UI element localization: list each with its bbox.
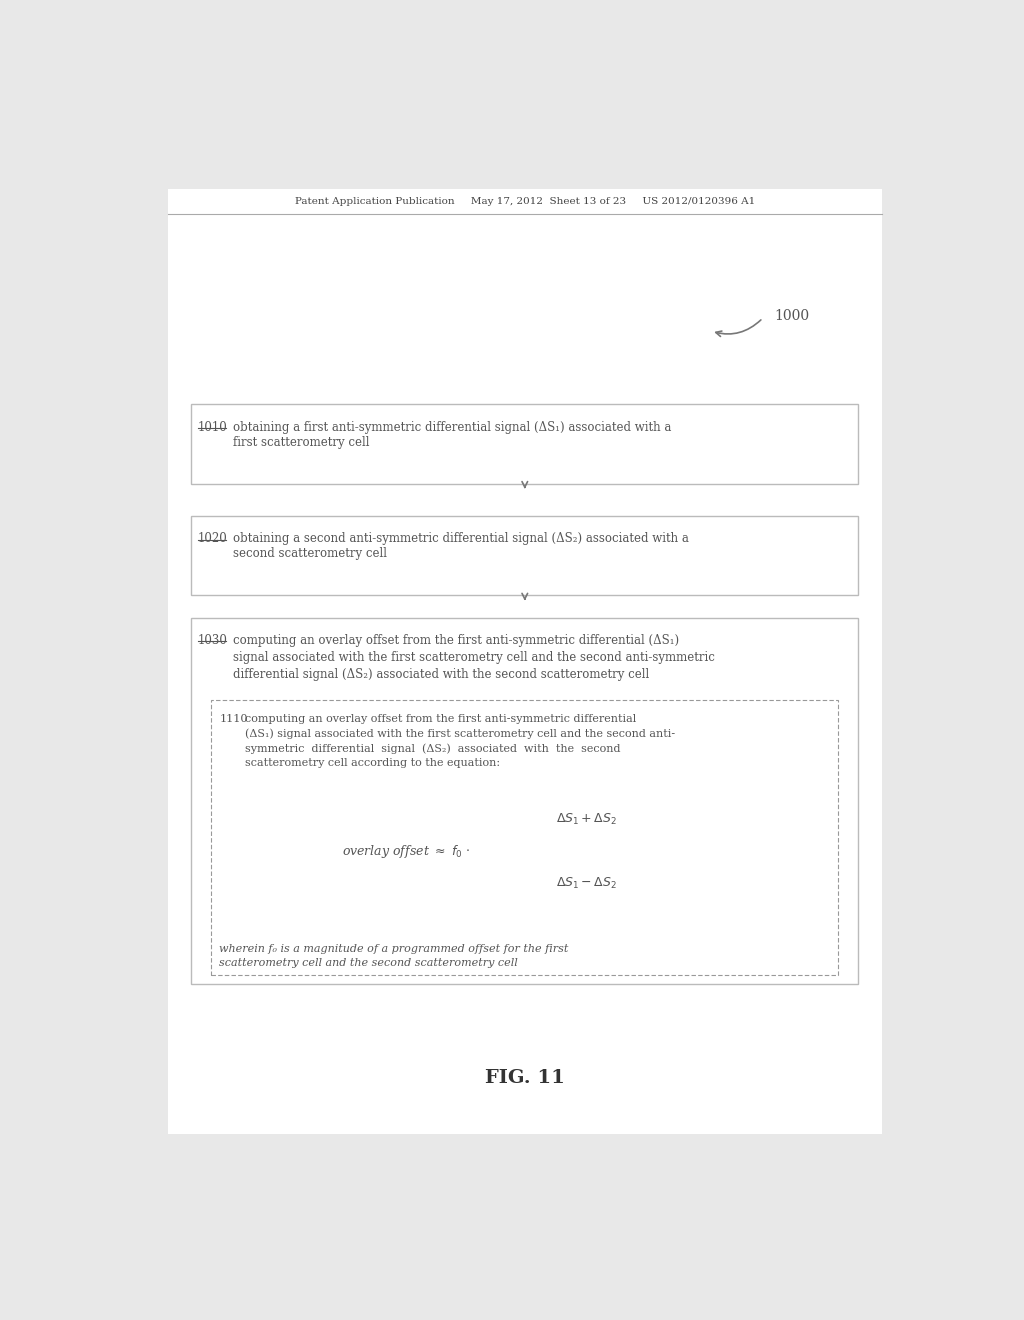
Text: 1000: 1000 — [775, 309, 810, 323]
FancyBboxPatch shape — [211, 700, 839, 974]
Text: computing an overlay offset from the first anti-symmetric differential
(ΔS₁) sig: computing an overlay offset from the fir… — [246, 714, 676, 768]
FancyBboxPatch shape — [168, 189, 882, 1134]
FancyBboxPatch shape — [191, 404, 858, 483]
Text: 1020: 1020 — [198, 532, 227, 545]
Text: FIG. 11: FIG. 11 — [484, 1069, 565, 1088]
Text: 1010: 1010 — [198, 421, 227, 434]
Text: obtaining a first anti-symmetric differential signal (ΔS₁) associated with a
fir: obtaining a first anti-symmetric differe… — [232, 421, 671, 449]
Text: computing an overlay offset from the first anti-symmetric differential (ΔS₁)
sig: computing an overlay offset from the fir… — [232, 634, 715, 681]
FancyBboxPatch shape — [191, 516, 858, 595]
Text: overlay offset $\approx$ $f_0$ $\cdot$: overlay offset $\approx$ $f_0$ $\cdot$ — [342, 843, 471, 861]
Text: wherein f₀ is a magnitude of a programmed offset for the first
scatterometry cel: wherein f₀ is a magnitude of a programme… — [219, 944, 568, 968]
Text: $\Delta S_1 - \Delta S_2$: $\Delta S_1 - \Delta S_2$ — [556, 876, 617, 891]
Text: 1110: 1110 — [219, 714, 248, 725]
Text: obtaining a second anti-symmetric differential signal (ΔS₂) associated with a
se: obtaining a second anti-symmetric differ… — [232, 532, 688, 561]
FancyBboxPatch shape — [191, 618, 858, 983]
Text: 1030: 1030 — [198, 634, 227, 647]
Text: Patent Application Publication     May 17, 2012  Sheet 13 of 23     US 2012/0120: Patent Application Publication May 17, 2… — [295, 197, 755, 206]
Text: $\Delta S_1 + \Delta S_2$: $\Delta S_1 + \Delta S_2$ — [556, 812, 617, 828]
